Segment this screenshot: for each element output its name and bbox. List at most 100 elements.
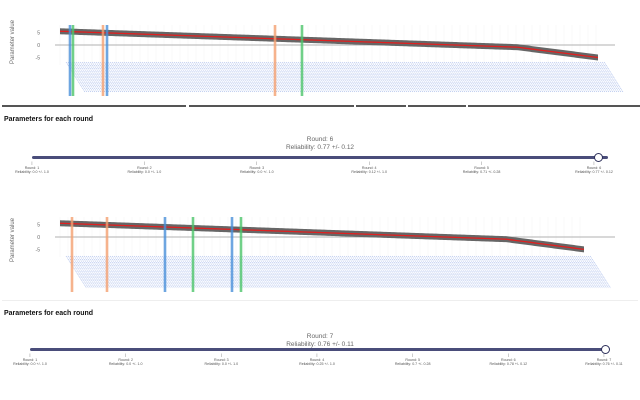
- highlight-line-orange: [101, 25, 105, 96]
- x-tick-label: [313, 61, 334, 93]
- slider-step-3[interactable]: | Round: 3 Reliability: 0.0 +/- 1.0: [186, 353, 256, 367]
- x-tick-label: [489, 255, 511, 289]
- x-tick-label: [115, 61, 136, 93]
- round-slider-track[interactable]: [30, 348, 606, 351]
- x-tick-label: [357, 61, 378, 93]
- x-tick-label: [269, 61, 290, 93]
- x-tick-label: [387, 61, 408, 93]
- x-tick-label: [507, 61, 528, 93]
- x-tick-label: [443, 61, 464, 93]
- x-tick-label: [571, 255, 593, 289]
- x-tick-label: [171, 61, 192, 93]
- x-tick-label: [603, 61, 624, 93]
- x-tick-label: [583, 61, 604, 93]
- x-tick-label: [513, 61, 534, 93]
- x-tick-label: [185, 255, 207, 289]
- x-tick-label: [425, 255, 447, 289]
- x-tick-label: [501, 255, 523, 289]
- x-tick-label: [503, 61, 524, 93]
- x-tick-label: [209, 61, 230, 93]
- highlight-line-blue: [163, 217, 167, 292]
- tick-mark: |: [125, 353, 127, 357]
- x-tick-label: [555, 255, 577, 289]
- tick-mark: |: [256, 161, 258, 165]
- x-tick-label: [507, 255, 529, 289]
- x-tick-label: [515, 61, 536, 93]
- x-tick-label: [537, 255, 559, 289]
- x-tick-label: [243, 61, 264, 93]
- x-tick-label: [373, 255, 395, 289]
- slider-step-4[interactable]: | Round: 4 Reliability: 0.25 +/- 1.0: [282, 353, 352, 367]
- slider-step-1[interactable]: | Round: 1 Reliability: 0.0 +/- 1.0: [0, 161, 67, 175]
- slider-step-6[interactable]: | Round: 6 Reliability: 0.78 +/- 0.12: [473, 353, 543, 367]
- step-round: Round: 6: [501, 357, 516, 362]
- x-tick-label: [473, 61, 494, 93]
- slider-step-4[interactable]: | Round: 4 Reliability: 0.12 +/- 1.0: [334, 161, 404, 175]
- x-tick-label: [73, 61, 94, 93]
- parameter-chart-2: 5 0 -5: [36, 217, 615, 292]
- x-tick-label: [545, 255, 567, 289]
- round-slider-handle[interactable]: [594, 153, 603, 162]
- highlight-line-blue: [230, 217, 234, 292]
- slider-step-1[interactable]: | Round: 1 Reliability: 0.0 +/- 1.0: [0, 353, 65, 367]
- x-tick-label: [511, 255, 533, 289]
- error-band: [60, 28, 598, 61]
- x-tick-label: [115, 255, 137, 289]
- x-tick-label: [113, 61, 134, 93]
- step-round: Round: 1: [24, 165, 40, 170]
- x-tick-label: [369, 61, 390, 93]
- x-tick-label: [351, 61, 372, 93]
- round-slider-track[interactable]: [32, 156, 608, 159]
- x-tick-label: [155, 61, 176, 93]
- x-tick-label: [477, 255, 499, 289]
- x-tick-label: [337, 61, 358, 93]
- x-tick-label: [543, 255, 565, 289]
- x-tick-label: [227, 61, 248, 93]
- x-tick-label: [355, 61, 376, 93]
- step-round: Round: 4: [361, 165, 377, 170]
- x-tick-label: [177, 255, 199, 289]
- x-tick-label: [123, 61, 144, 93]
- x-tick-label: [541, 255, 563, 289]
- x-tick-label: [157, 61, 178, 93]
- x-tick-label: [409, 61, 430, 93]
- x-tick-label: [235, 61, 256, 93]
- x-tick-label: [537, 61, 558, 93]
- x-tick-label: [423, 255, 445, 289]
- x-tick-label: [589, 255, 611, 289]
- x-tick-label: [575, 255, 597, 289]
- slider-step-5[interactable]: | Round: 5 Reliability: 0.71 +/- 0.28: [447, 161, 517, 175]
- x-tick-label: [151, 255, 173, 289]
- slider-step-5[interactable]: | Round: 5 Reliability: 0.7 +/- 0.28: [378, 353, 448, 367]
- slider-step-2[interactable]: | Round: 2 Reliability: 0.0 +/- 1.0: [109, 161, 179, 175]
- x-tick-label: [335, 255, 357, 289]
- x-tick-label: [141, 61, 162, 93]
- round-slider-handle[interactable]: [601, 345, 610, 354]
- x-tick-label: [517, 61, 538, 93]
- x-tick-label: [203, 61, 224, 93]
- tick-mark: |: [316, 353, 318, 357]
- x-tick-label: [205, 255, 227, 289]
- x-tick-label: [369, 255, 391, 289]
- slider-step-3[interactable]: | Round: 3 Reliability: 0.0 +/- 1.0: [222, 161, 292, 175]
- x-tick-label: [549, 255, 571, 289]
- x-tick-label: [437, 61, 458, 93]
- x-tick-label: [81, 61, 102, 93]
- slider-step-6[interactable]: | Round: 6 Reliability: 0.77 +/- 0.12: [559, 161, 629, 175]
- y-tick-label: 5: [37, 223, 40, 229]
- slider-step-7[interactable]: | Round: 7 Reliability: 0.76 +/- 0.11: [569, 353, 639, 367]
- x-tick-label: [199, 255, 221, 289]
- x-tick-label: [403, 61, 424, 93]
- highlight-line-green: [191, 217, 195, 292]
- x-tick-label: [539, 255, 561, 289]
- slider-step-2[interactable]: | Round: 2 Reliability: 0.0 +/- 1.0: [91, 353, 161, 367]
- x-tick-label: [425, 61, 446, 93]
- x-tick-label: [469, 61, 490, 93]
- x-tick-label: [457, 255, 479, 289]
- x-tick-label: [375, 61, 396, 93]
- x-tick-label: [581, 255, 603, 289]
- x-tick-label: [551, 61, 572, 93]
- x-tick-label: [493, 255, 515, 289]
- x-tick-label: [373, 61, 394, 93]
- step-reliability: Reliability: 0.76 +/- 0.11: [585, 362, 623, 366]
